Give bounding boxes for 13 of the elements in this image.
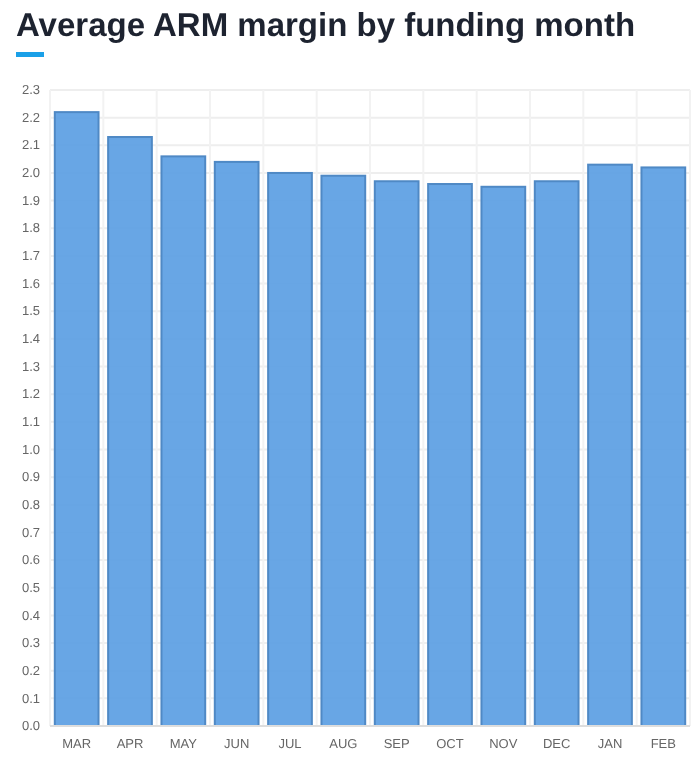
chart-title: Average ARM margin by funding month bbox=[16, 8, 636, 44]
bar bbox=[427, 183, 473, 727]
bar bbox=[587, 163, 633, 727]
bar bbox=[640, 166, 687, 727]
bar bbox=[213, 160, 260, 727]
bar bbox=[160, 155, 207, 727]
bar bbox=[267, 171, 313, 727]
bar bbox=[533, 180, 580, 727]
bar bbox=[480, 185, 527, 727]
bar bbox=[107, 136, 153, 727]
bar bbox=[373, 180, 420, 727]
bar bbox=[320, 174, 367, 727]
bar bbox=[53, 111, 100, 727]
